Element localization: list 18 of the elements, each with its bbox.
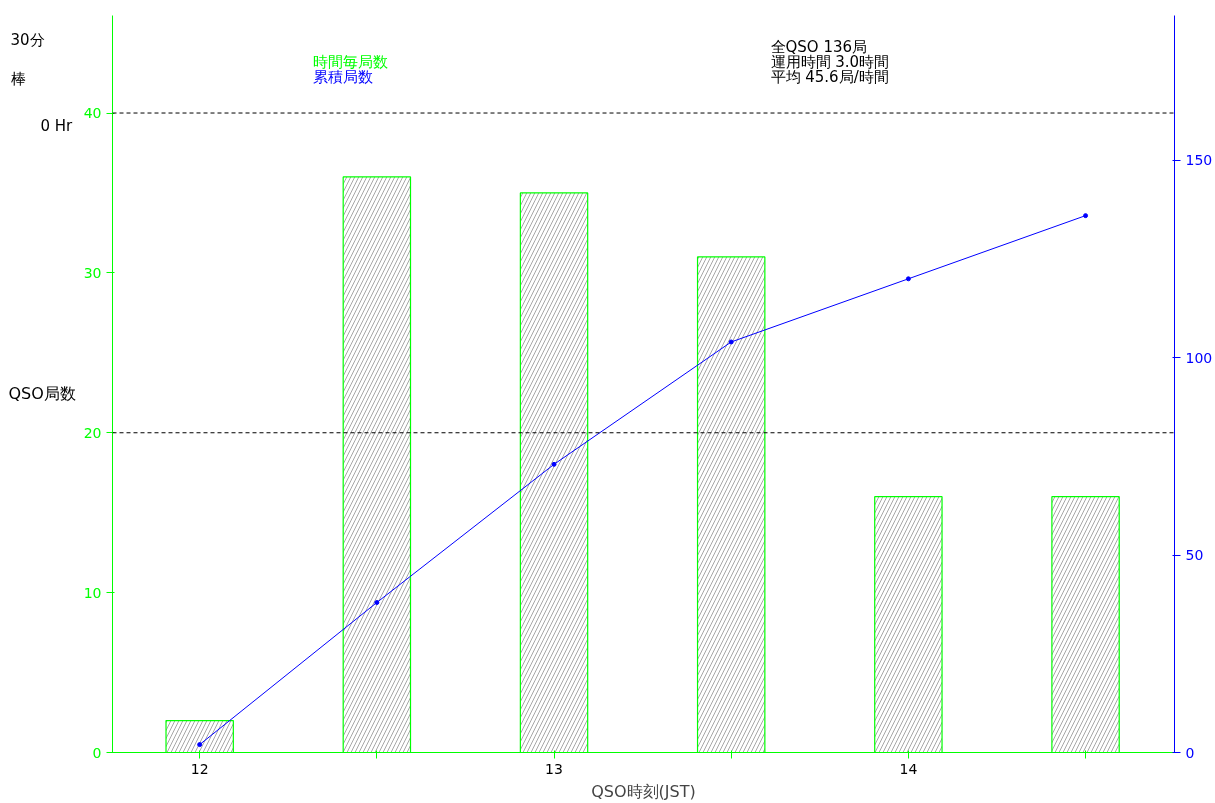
y-axis-title: QSO局数 bbox=[8, 384, 76, 404]
y2-tick-label: 100 bbox=[1185, 349, 1213, 366]
y2-tick-label: 150 bbox=[1185, 152, 1213, 169]
y-tick-label: 40 bbox=[83, 105, 102, 122]
y-tick-label: 10 bbox=[83, 584, 102, 601]
x-axis-title: QSO時刻(JST) bbox=[591, 781, 696, 801]
x-tick-label: 13 bbox=[545, 760, 563, 777]
y-tick-label: 0 bbox=[92, 744, 102, 761]
x-tick-label: 12 bbox=[190, 760, 209, 777]
text: 0 Hr bbox=[40, 116, 74, 135]
text: 30分 bbox=[10, 31, 45, 50]
annotation: 全QSO 136局 bbox=[770, 37, 868, 56]
y-tick-label: 20 bbox=[83, 424, 102, 441]
x-tick-label: 14 bbox=[899, 760, 918, 777]
text: 棒 bbox=[10, 69, 26, 88]
y2-tick-label: 0 bbox=[1185, 744, 1195, 761]
y-tick-label: 30 bbox=[83, 264, 102, 281]
y2-tick-label: 50 bbox=[1185, 547, 1204, 564]
